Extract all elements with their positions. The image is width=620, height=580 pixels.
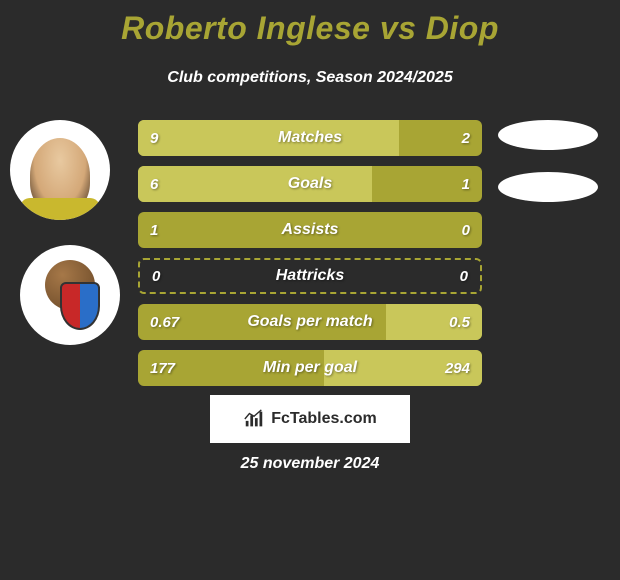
stat-row: 6Goals1 <box>138 166 482 202</box>
stat-label: Goals per match <box>138 313 482 331</box>
player-head-icon <box>30 138 90 213</box>
left-participant-column <box>10 120 120 345</box>
stat-label: Matches <box>138 129 482 147</box>
stat-right-value: 0 <box>462 222 470 239</box>
stat-row: 1Assists0 <box>138 212 482 248</box>
site-watermark: FcTables.com <box>210 395 410 443</box>
stat-right-value: 294 <box>445 360 470 377</box>
chart-icon <box>243 408 265 430</box>
stat-label: Goals <box>138 175 482 193</box>
comparison-subtitle: Club competitions, Season 2024/2025 <box>0 69 620 87</box>
stat-right-value: 0 <box>460 268 468 285</box>
stat-label: Hattricks <box>140 267 480 285</box>
placeholder-ellipse <box>498 120 598 150</box>
stat-row: 9Matches2 <box>138 120 482 156</box>
club-badge-icon <box>40 260 100 330</box>
club-logo <box>20 245 120 345</box>
comparison-date: 25 november 2024 <box>0 455 620 473</box>
club-shield-icon <box>60 282 100 330</box>
player-shirt-icon <box>20 198 100 221</box>
watermark-text: FcTables.com <box>271 410 377 428</box>
stat-right-value: 2 <box>462 130 470 147</box>
stat-row: 0.67Goals per match0.5 <box>138 304 482 340</box>
stat-right-value: 1 <box>462 176 470 193</box>
player-avatar <box>10 120 110 220</box>
stat-label: Min per goal <box>138 359 482 377</box>
stat-label: Assists <box>138 221 482 239</box>
stat-row: 0Hattricks0 <box>138 258 482 294</box>
comparison-title: Roberto Inglese vs Diop <box>0 0 620 47</box>
right-participant-column <box>498 120 608 224</box>
stats-container: 9Matches26Goals11Assists00Hattricks00.67… <box>138 120 482 396</box>
stat-row: 177Min per goal294 <box>138 350 482 386</box>
placeholder-ellipse <box>498 172 598 202</box>
stat-right-value: 0.5 <box>449 314 470 331</box>
